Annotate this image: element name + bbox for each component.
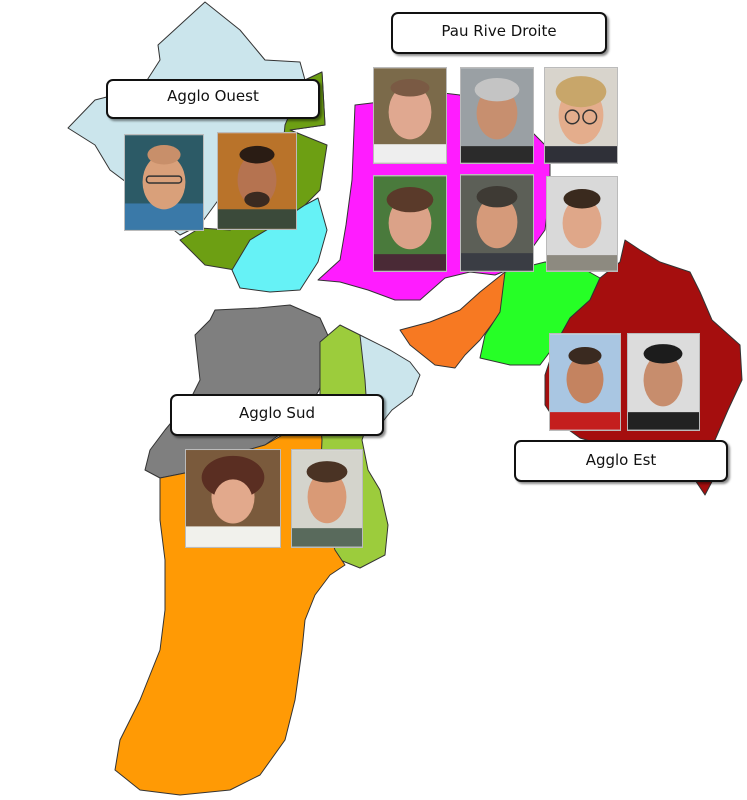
- portrait-photo-ouest-1: [124, 134, 204, 231]
- portrait-photo-sud-2: [291, 449, 363, 548]
- region-ouest-cyan[interactable]: [231, 197, 328, 293]
- portrait-photo-ouest-2: [217, 132, 297, 230]
- portrait-photo-rive-droite-2: [460, 67, 534, 164]
- portrait-photo-sud-1: [185, 449, 281, 548]
- zone-label-agglo-ouest: Agglo Ouest: [106, 79, 320, 119]
- zone-label-agglo-est: Agglo Est: [514, 440, 728, 482]
- portrait-photo-rive-droite-3: [544, 67, 618, 164]
- zone-label-pau-rive-droite: Pau Rive Droite: [391, 12, 607, 54]
- portrait-photo-rive-droite-6: [546, 176, 618, 272]
- portrait-photo-est-1: [549, 333, 621, 431]
- portrait-photo-rive-droite-1: [373, 67, 447, 164]
- portrait-photo-rive-droite-5: [460, 174, 534, 272]
- portrait-photo-est-2: [627, 333, 700, 431]
- zone-label-agglo-sud: Agglo Sud: [170, 394, 384, 436]
- portrait-photo-rive-droite-4: [373, 175, 447, 272]
